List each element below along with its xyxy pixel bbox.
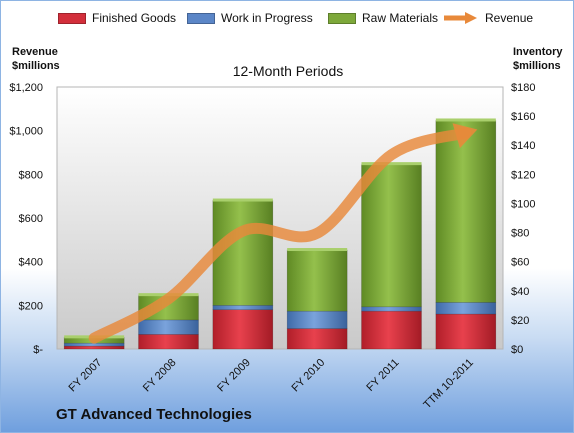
left-axis-title: Revenue $millions <box>12 45 60 73</box>
bar-raw-materials-4 <box>361 163 422 308</box>
revenue-line-group <box>88 123 478 344</box>
right-tick-label-1: $20 <box>511 315 529 327</box>
left-tick-label-6: $1,200 <box>9 82 43 94</box>
legend-label-raw-materials: Raw Materials <box>362 11 439 25</box>
x-tick-label-4: FY 2011 <box>364 357 401 394</box>
bar-wip-2 <box>212 305 274 311</box>
legend-item-raw-materials: Raw Materials <box>328 11 438 25</box>
right-tick-label-9: $180 <box>511 82 535 94</box>
x-tick-label-3: FY 2010 <box>290 357 328 395</box>
bar-top-5 <box>435 118 496 122</box>
left-tick-label-4: $800 <box>19 169 43 181</box>
left-tick-label-5: $1,000 <box>9 126 43 138</box>
chart-subtitle: 12-Month Periods <box>232 63 344 79</box>
legend-item-finished-goods: Finished Goods <box>58 11 176 25</box>
left-axis-title-line-2: $millions <box>12 60 60 72</box>
bar-top-4 <box>361 162 422 166</box>
revenue-arrow-head <box>452 123 478 149</box>
bar-wip-1 <box>138 319 199 335</box>
right-axis-title-line-2: $millions <box>513 60 561 72</box>
right-tick-label-3: $60 <box>511 257 529 269</box>
bar-raw-materials-5 <box>435 120 497 303</box>
bar-finished-goods-2 <box>212 309 274 350</box>
right-tick-label-4: $80 <box>511 228 529 240</box>
legend-item-work-in-progress: Work in Progress <box>187 11 313 25</box>
legend-label-work-in-progress: Work in Progress <box>221 11 313 25</box>
x-tick-label-1: FY 2008 <box>141 357 179 395</box>
x-tick-label-2: FY 2009 <box>215 357 253 395</box>
bar-finished-goods-4 <box>361 310 422 350</box>
company-name: GT Advanced Technologies <box>56 406 252 423</box>
right-tick-label-5: $100 <box>511 198 535 210</box>
right-tick-label-0: $0 <box>511 344 523 356</box>
right-tick-label-2: $40 <box>511 286 529 298</box>
legend-arrow-icon <box>444 12 477 24</box>
bar-wip-4 <box>361 306 422 312</box>
bar-finished-goods-5 <box>435 313 497 350</box>
legend-swatch-finished-goods <box>58 12 86 24</box>
bar-top-3 <box>287 248 348 252</box>
left-tick-label-0: $- <box>33 344 43 356</box>
left-tick-label-1: $200 <box>19 300 43 312</box>
bar-top-2 <box>212 198 273 202</box>
x-tick-label-5: TTM 10-2011 <box>421 357 476 412</box>
bar-raw-materials-3 <box>286 249 348 312</box>
legend-swatch-work-in-progress <box>187 12 215 24</box>
legend-item-revenue: Revenue <box>443 11 533 25</box>
right-axis-title-line-1: Inventory <box>513 46 563 58</box>
bar-finished-goods-3 <box>286 328 348 350</box>
right-tick-label-7: $140 <box>511 140 535 152</box>
bar-finished-goods-1 <box>138 334 199 350</box>
right-tick-label-6: $120 <box>511 169 535 181</box>
plot-area <box>56 86 504 350</box>
bar-raw-materials-2 <box>212 200 274 306</box>
bar-wip-5 <box>435 302 497 315</box>
bar-wip-0 <box>63 342 125 347</box>
legend-label-finished-goods: Finished Goods <box>92 11 177 25</box>
x-tick-label-0: FY 2007 <box>67 357 105 395</box>
revenue-line <box>88 127 472 344</box>
bar-finished-goods-0 <box>63 345 125 350</box>
left-tick-label-3: $600 <box>19 213 43 225</box>
left-tick-label-2: $400 <box>19 257 43 269</box>
legend-label-revenue: Revenue <box>485 11 534 25</box>
legend-swatch-raw-materials <box>328 12 356 24</box>
right-axis-title: Inventory $millions <box>513 45 563 73</box>
left-axis-title-line-1: Revenue <box>12 46 58 58</box>
legend: Finished Goods Work in Progress Raw Mate… <box>1 11 573 33</box>
right-tick-label-8: $160 <box>511 111 535 123</box>
bar-wip-3 <box>286 310 348 329</box>
